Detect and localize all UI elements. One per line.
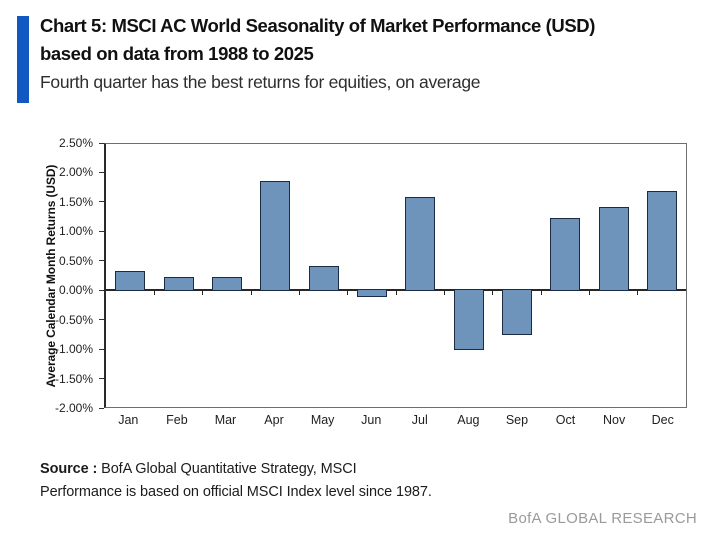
source-line: Source : BofA Global Quantitative Strate… — [40, 461, 357, 477]
y-axis-tick-area: 2.50% 2.00% 1.50% 1.00% 0.50% 0.00% -0.50% -1.0… — [0, 136, 104, 415]
y-tick-label--2.00: -2.00% — [54, 401, 93, 415]
y-tick-mark — [99, 142, 104, 144]
bar-aug — [453, 289, 484, 350]
y-tick-mark — [99, 230, 104, 232]
x-axis-tick-mark — [153, 291, 155, 296]
chart-title-line2: based on data from 1988 to 2025 — [40, 43, 314, 64]
chart-subtitle: Fourth quarter has the best returns for … — [40, 72, 481, 92]
x-axis-tick-mark — [443, 291, 445, 296]
y-tick-label-0.00: 0.00% — [58, 283, 93, 298]
y-tick-label-0.50: 0.50% — [58, 253, 93, 268]
bar-may — [308, 266, 339, 292]
y-tick-mark — [99, 319, 104, 321]
bar-jan — [115, 270, 146, 292]
y-tick-mark — [99, 201, 104, 203]
y-tick-label--1.50: -1.50% — [54, 371, 93, 386]
x-label-sep: Sep — [505, 413, 529, 427]
x-label-may: May — [310, 413, 335, 427]
x-label-jul: Jul — [411, 413, 428, 427]
x-axis-tick-mark — [347, 291, 349, 296]
bar-mar — [211, 276, 242, 292]
x-axis-tick-mark — [250, 291, 252, 296]
x-axis-tick-mark — [202, 291, 204, 296]
x-axis-tick-mark — [298, 291, 300, 296]
bar-jul — [405, 196, 436, 292]
bar-feb — [163, 277, 194, 292]
bar-nov — [598, 206, 629, 292]
x-axis-tick-mark — [540, 291, 542, 296]
y-tick-label-2.50: 2.50% — [58, 136, 93, 150]
bar-sep — [501, 289, 532, 336]
chart-title-line1: Chart 5: MSCI AC World Seasonality of Ma… — [40, 15, 595, 36]
x-axis-tick-mark — [492, 291, 494, 296]
y-tick-label--1.00: -1.00% — [54, 342, 93, 357]
x-label-oct: Oct — [555, 413, 576, 427]
x-axis-tick-mark — [637, 291, 639, 296]
x-label-aug: Aug — [457, 413, 480, 427]
x-label-nov: Nov — [603, 413, 626, 427]
x-label-apr: Apr — [264, 413, 284, 427]
y-tick-label-1.50: 1.50% — [58, 194, 93, 209]
source-label: Source : — [40, 461, 98, 477]
bar-oct — [550, 217, 581, 292]
x-label-jan: Jan — [118, 413, 139, 427]
x-axis-labels: Jan Feb Mar Apr May Jun Jul Aug Sep Oct Nov Dec — [104, 413, 687, 429]
x-label-mar: Mar — [214, 413, 237, 427]
y-tick-label--0.50: -0.50% — [54, 312, 93, 327]
y-tick-mark — [99, 171, 104, 173]
title-accent-bar — [17, 16, 29, 103]
x-label-feb: Feb — [166, 413, 188, 427]
bar-jun — [356, 289, 387, 298]
y-tick-mark — [99, 378, 104, 380]
x-axis-tick-mark — [395, 291, 397, 296]
source-text: BofA Global Quantitative Strategy, MSCI — [97, 461, 357, 477]
plot-area — [104, 143, 687, 408]
title-block: Chart 5: MSCI AC World Seasonality of Ma… — [40, 12, 595, 96]
y-tick-label-1.00: 1.00% — [58, 224, 93, 239]
brand-mark: BofA GLOBAL RESEARCH — [508, 510, 697, 527]
y-tick-mark — [99, 348, 104, 350]
y-tick-mark — [99, 260, 104, 262]
zero-axis-line — [106, 289, 686, 292]
x-label-dec: Dec — [651, 413, 674, 427]
y-tick-mark — [99, 289, 104, 291]
y-tick-label-2.00: 2.00% — [58, 165, 93, 180]
footnote: Performance is based on official MSCI In… — [40, 484, 432, 500]
x-axis-tick-mark — [588, 291, 590, 296]
y-tick-mark — [99, 407, 104, 409]
bar-apr — [260, 180, 291, 292]
x-label-jun: Jun — [361, 413, 382, 427]
bar-dec — [646, 190, 677, 292]
